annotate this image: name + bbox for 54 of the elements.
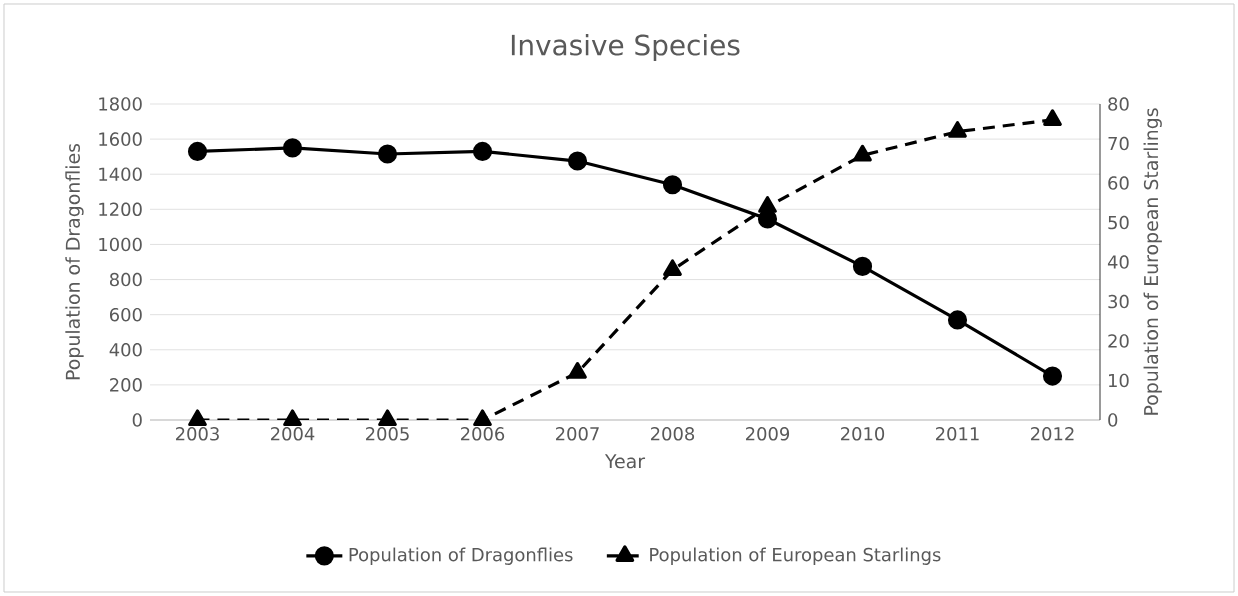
y2-tick-label: 50 xyxy=(1108,215,1129,230)
y2-tick-label: 40 xyxy=(1107,255,1129,269)
y-tick-label: 1200 xyxy=(99,202,142,217)
point xyxy=(473,409,492,427)
x-tick-label: 2012 xyxy=(1031,427,1074,441)
x-tick-label: 2004 xyxy=(271,427,315,441)
y-tick-label: 1400 xyxy=(99,167,142,181)
y-tick-label: 1000 xyxy=(99,237,142,252)
point xyxy=(282,138,303,158)
y2-tick-label: 30 xyxy=(1108,294,1129,309)
y-tick-label: 200 xyxy=(110,378,142,392)
x-tick-label: 2009 xyxy=(746,427,790,441)
y2-tick-label: 0 xyxy=(1108,413,1118,427)
point xyxy=(377,144,398,164)
point xyxy=(568,362,587,379)
x-tick-label: 2007 xyxy=(556,427,599,441)
point xyxy=(187,141,208,161)
point xyxy=(1042,366,1063,386)
point xyxy=(1043,109,1062,126)
y-tick-label: 0 xyxy=(132,413,142,427)
x-axis-title: Year xyxy=(604,454,646,469)
y-tick-label: 1800 xyxy=(99,97,142,111)
y2-tick-label: 60 xyxy=(1108,176,1129,190)
y-tick-label: 400 xyxy=(109,342,142,357)
legend-label: Population of Dragonflies xyxy=(349,547,573,565)
legend-label: Population of European Starlings xyxy=(650,547,941,565)
point xyxy=(758,196,777,213)
x-tick-label: 2003 xyxy=(176,427,219,441)
point xyxy=(662,175,683,195)
point xyxy=(853,144,872,162)
point xyxy=(378,409,397,427)
x-tick-label: 2005 xyxy=(366,427,409,441)
x-tick-label: 2006 xyxy=(461,427,505,441)
point xyxy=(283,409,302,427)
y2-tick-label: 80 xyxy=(1108,97,1129,111)
x-tick-label: 2008 xyxy=(651,427,695,441)
x-tick-label: 2011 xyxy=(936,427,979,441)
point xyxy=(188,409,207,427)
y2-tick-label: 70 xyxy=(1108,136,1129,151)
point xyxy=(948,121,967,138)
point xyxy=(567,151,588,171)
point xyxy=(852,256,873,276)
y-axis-title: Population of Dragonflies xyxy=(65,143,84,380)
y-tick-label: 800 xyxy=(109,272,142,287)
y-tick-label: 1600 xyxy=(99,132,142,146)
point xyxy=(663,259,682,276)
point xyxy=(947,310,968,330)
y-tick-label: 600 xyxy=(109,307,142,322)
chart-title: Invasive Species xyxy=(511,34,740,62)
x-tick-label: 2010 xyxy=(841,427,885,441)
y2-tick-label: 10 xyxy=(1109,373,1129,388)
y2-tick-label: 20 xyxy=(1108,334,1129,348)
y2-axis-title: Population of European Starlings xyxy=(1143,108,1162,415)
point xyxy=(472,141,493,161)
